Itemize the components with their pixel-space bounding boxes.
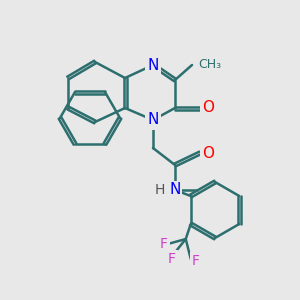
Text: F: F (192, 254, 200, 268)
Text: H: H (154, 183, 165, 197)
Text: F: F (160, 237, 168, 251)
Text: O: O (202, 146, 214, 160)
Text: CH₃: CH₃ (198, 58, 221, 71)
Text: N: N (147, 112, 159, 128)
Text: N: N (169, 182, 181, 197)
Text: F: F (168, 252, 176, 266)
Text: O: O (202, 100, 214, 116)
Text: N: N (147, 58, 159, 73)
